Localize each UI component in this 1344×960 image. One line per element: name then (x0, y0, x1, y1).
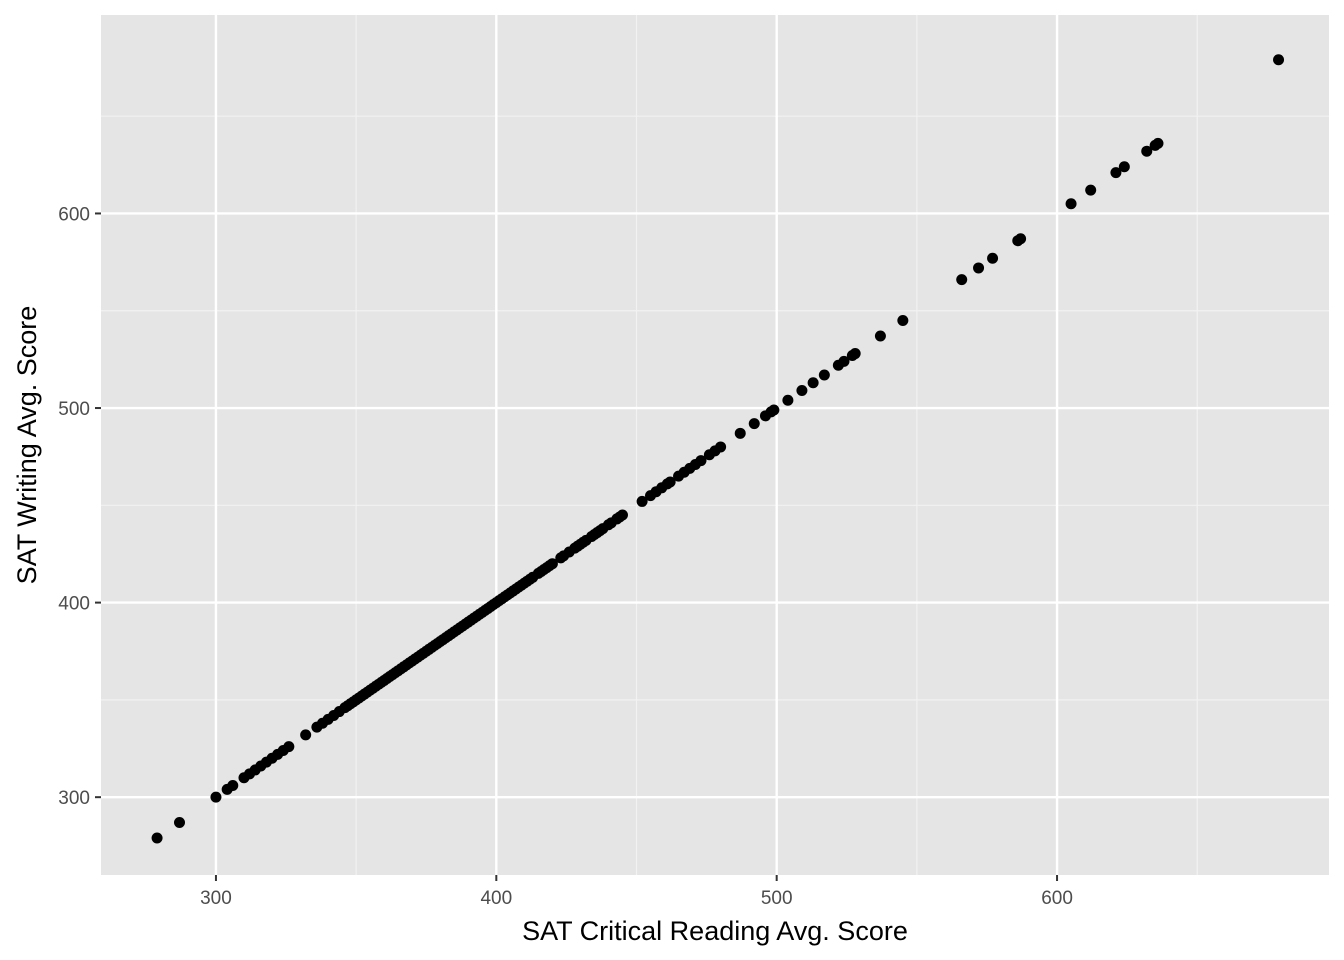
data-point (897, 314, 909, 326)
x-tick-label: 400 (480, 888, 512, 909)
data-point (956, 274, 968, 286)
data-point (973, 262, 985, 274)
data-point (1141, 145, 1153, 157)
data-point (616, 509, 628, 521)
data-point (748, 418, 760, 430)
data-point (849, 348, 861, 360)
data-point (782, 394, 794, 406)
major-gridlines (101, 15, 1329, 875)
data-point (768, 404, 780, 416)
y-tick-label: 400 (58, 594, 90, 615)
x-tick-label: 600 (1041, 888, 1073, 909)
data-point (874, 330, 886, 342)
data-point (1273, 54, 1285, 66)
data-point (838, 355, 850, 367)
x-tick-label: 500 (761, 888, 793, 909)
data-point (1065, 198, 1077, 210)
data-point (987, 252, 999, 264)
data-points (151, 54, 1285, 844)
data-point (636, 495, 648, 507)
x-axis-title: SAT Critical Reading Avg. Score (522, 916, 908, 946)
data-point (1085, 184, 1097, 196)
data-point (151, 832, 163, 844)
data-point (300, 729, 312, 741)
y-tick-label: 500 (58, 399, 90, 420)
x-tick-label: 300 (200, 888, 232, 909)
y-axis-title: SAT Writing Avg. Score (12, 306, 42, 585)
data-point (227, 779, 239, 791)
data-point (174, 816, 186, 828)
data-point (1152, 137, 1164, 149)
data-point (715, 441, 727, 453)
y-tick-label: 600 (58, 204, 90, 225)
data-point (1015, 233, 1027, 245)
data-point (734, 427, 746, 439)
data-point (796, 385, 808, 397)
data-point (664, 476, 676, 488)
data-point (1118, 161, 1130, 173)
minor-gridlines (101, 15, 1329, 875)
data-point (807, 377, 819, 389)
x-axis: 300 400 500 600 (200, 875, 1073, 909)
data-point (210, 791, 222, 803)
data-point (818, 369, 830, 381)
data-point (546, 558, 558, 570)
data-point (1110, 167, 1122, 179)
y-axis: 300 400 500 600 (58, 204, 101, 809)
y-tick-label: 300 (58, 788, 90, 809)
data-point (695, 455, 707, 467)
data-point (283, 741, 295, 753)
